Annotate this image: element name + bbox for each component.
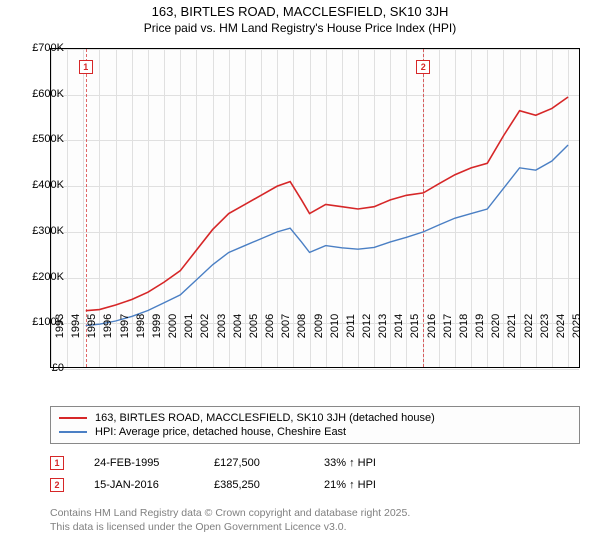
ytick-label: £0 <box>18 362 64 374</box>
series-line <box>86 97 568 311</box>
page-subtitle: Price paid vs. HM Land Registry's House … <box>0 19 600 41</box>
xtick-label: 2001 <box>183 314 195 338</box>
ytick-label: £200K <box>18 271 64 283</box>
ytick-label: £600K <box>18 88 64 100</box>
xtick-label: 2006 <box>264 314 276 338</box>
footer-line: This data is licensed under the Open Gov… <box>50 520 580 534</box>
sale-price: £385,250 <box>214 479 294 491</box>
xtick-label: 2012 <box>361 314 373 338</box>
xtick-label: 2004 <box>232 314 244 338</box>
ytick-label: £300K <box>18 225 64 237</box>
sales-table: 1 24-FEB-1995 £127,500 33% ↑ HPI 2 15-JAN-201… <box>50 452 580 496</box>
xtick-label: 2018 <box>458 314 470 338</box>
legend: 163, BIRTLES ROAD, MACCLESFIELD, SK10 3J… <box>50 406 580 444</box>
sale-badge: 2 <box>50 478 64 492</box>
xtick-label: 1997 <box>119 314 131 338</box>
sale-row: 1 24-FEB-1995 £127,500 33% ↑ HPI <box>50 452 580 474</box>
xtick-label: 2021 <box>506 314 518 338</box>
xtick-label: 2013 <box>377 314 389 338</box>
series-line <box>86 145 568 326</box>
xtick-label: 2003 <box>216 314 228 338</box>
xtick-label: 2015 <box>409 314 421 338</box>
xtick-label: 2010 <box>329 314 341 338</box>
xtick-label: 2002 <box>199 314 211 338</box>
xtick-label: 2009 <box>313 314 325 338</box>
xtick-label: 2022 <box>523 314 535 338</box>
ytick-label: £400K <box>18 179 64 191</box>
ytick-label: £700K <box>18 42 64 54</box>
xtick-label: 1999 <box>151 314 163 338</box>
xtick-label: 1998 <box>135 314 147 338</box>
xtick-label: 1993 <box>54 314 66 338</box>
xtick-label: 2005 <box>248 314 260 338</box>
ytick-label: £500K <box>18 133 64 145</box>
sale-price: £127,500 <box>214 457 294 469</box>
sale-date: 24-FEB-1995 <box>94 457 184 469</box>
xtick-label: 2016 <box>426 314 438 338</box>
legend-item: HPI: Average price, detached house, Ches… <box>59 425 571 439</box>
xtick-label: 1995 <box>86 314 98 338</box>
legend-label: HPI: Average price, detached house, Ches… <box>95 426 346 438</box>
xtick-label: 1994 <box>70 314 82 338</box>
xtick-label: 2014 <box>393 314 405 338</box>
xtick-label: 2007 <box>280 314 292 338</box>
xtick-label: 1996 <box>102 314 114 338</box>
gridline-h <box>51 369 579 370</box>
sale-badge: 1 <box>50 456 64 470</box>
legend-swatch <box>59 431 87 433</box>
sale-date: 15-JAN-2016 <box>94 479 184 491</box>
legend-item: 163, BIRTLES ROAD, MACCLESFIELD, SK10 3J… <box>59 411 571 425</box>
footer-line: Contains HM Land Registry data © Crown c… <box>50 506 580 520</box>
page-title: 163, BIRTLES ROAD, MACCLESFIELD, SK10 3J… <box>0 0 600 19</box>
sale-diff: 21% ↑ HPI <box>324 479 376 491</box>
xtick-label: 2020 <box>490 314 502 338</box>
xtick-label: 2017 <box>442 314 454 338</box>
footer: Contains HM Land Registry data © Crown c… <box>50 506 580 534</box>
xtick-label: 2023 <box>539 314 551 338</box>
legend-swatch <box>59 417 87 419</box>
legend-label: 163, BIRTLES ROAD, MACCLESFIELD, SK10 3J… <box>95 412 435 424</box>
xtick-label: 2024 <box>555 314 567 338</box>
xtick-label: 2019 <box>474 314 486 338</box>
sale-row: 2 15-JAN-2016 £385,250 21% ↑ HPI <box>50 474 580 496</box>
xtick-label: 2000 <box>167 314 179 338</box>
xtick-label: 2008 <box>296 314 308 338</box>
xtick-label: 2011 <box>345 314 357 338</box>
xtick-label: 2025 <box>571 314 583 338</box>
sale-diff: 33% ↑ HPI <box>324 457 376 469</box>
